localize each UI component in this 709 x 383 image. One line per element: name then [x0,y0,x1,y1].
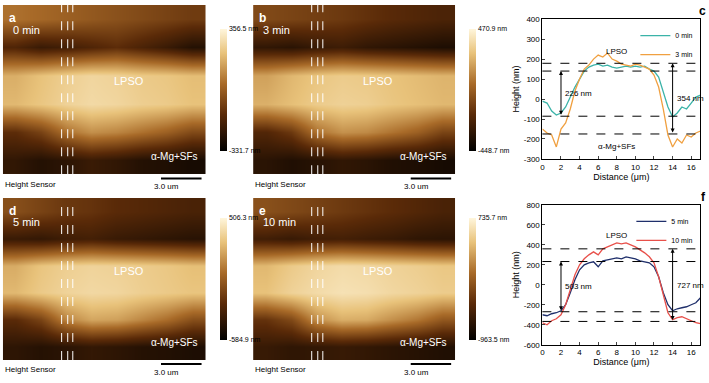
svg-text:300: 300 [526,35,540,44]
svg-text:-963.5 nm: -963.5 nm [478,336,510,343]
svg-text:12: 12 [650,163,659,172]
svg-text:226 nm: 226 nm [565,89,592,98]
svg-text:10: 10 [631,163,640,172]
svg-text:5 min: 5 min [13,216,40,228]
svg-text:503 nm: 503 nm [565,282,592,291]
svg-text:α-Mg+SFs: α-Mg+SFs [400,337,447,348]
svg-text:2: 2 [559,163,564,172]
svg-text:Distance (μm): Distance (μm) [593,172,649,182]
svg-text:-448.7 nm: -448.7 nm [478,147,510,154]
svg-text:6: 6 [596,348,601,357]
svg-text:a: a [9,11,16,25]
svg-text:LPSO: LPSO [606,231,627,240]
svg-text:-200: -200 [524,301,541,310]
svg-text:α-Mg+SFs: α-Mg+SFs [151,151,198,162]
svg-text:Height (nm): Height (nm) [511,251,521,298]
svg-text:Height (nm): Height (nm) [511,66,521,113]
svg-text:-200: -200 [524,135,541,144]
svg-text:354 nm: 354 nm [677,94,704,103]
svg-text:LPSO: LPSO [363,75,393,87]
svg-text:0: 0 [540,348,545,357]
svg-text:12: 12 [650,348,659,357]
svg-text:-100: -100 [524,115,541,124]
svg-text:800: 800 [526,201,540,210]
svg-text:b: b [259,11,266,25]
svg-text:356.5 nm: 356.5 nm [229,25,258,32]
svg-text:4: 4 [577,163,582,172]
svg-text:α-Mg+SFs: α-Mg+SFs [400,151,447,162]
svg-text:400: 400 [526,241,540,250]
svg-text:-584.9 nm: -584.9 nm [229,336,261,343]
svg-text:d: d [9,204,16,218]
svg-text:0: 0 [540,163,545,172]
svg-text:Height Sensor: Height Sensor [5,365,56,374]
svg-text:8: 8 [615,348,620,357]
svg-text:Height Sensor: Height Sensor [255,180,306,189]
svg-text:14: 14 [668,163,677,172]
svg-text:10: 10 [631,348,640,357]
svg-text:α-Mg+SFs: α-Mg+SFs [151,337,198,348]
svg-text:600: 600 [526,221,540,230]
svg-text:e: e [259,204,266,218]
svg-text:0 min: 0 min [675,32,692,39]
svg-text:-331.7 nm: -331.7 nm [229,147,261,154]
svg-text:LPSO: LPSO [114,265,144,277]
svg-text:10 min: 10 min [263,216,296,228]
svg-text:6: 6 [596,163,601,172]
svg-text:LPSO: LPSO [363,265,393,277]
svg-text:506.3 nm: 506.3 nm [229,214,258,221]
svg-text:3 min: 3 min [675,51,692,58]
svg-text:400: 400 [526,15,540,24]
svg-text:14: 14 [668,348,677,357]
svg-text:Height Sensor: Height Sensor [5,180,56,189]
svg-text:2: 2 [559,348,564,357]
svg-text:3.0 um: 3.0 um [404,368,429,377]
svg-text:LPSO: LPSO [606,47,627,56]
svg-text:3 min: 3 min [263,24,290,36]
svg-text:0: 0 [535,281,540,290]
svg-text:3.0 um: 3.0 um [404,182,429,191]
svg-text:8: 8 [615,163,620,172]
svg-text:f: f [701,190,706,204]
svg-text:-300: -300 [524,155,541,164]
svg-text:-600: -600 [524,340,541,349]
svg-text:0 min: 0 min [13,24,40,36]
svg-text:3.0 um: 3.0 um [154,368,179,377]
svg-text:-400: -400 [524,321,541,330]
svg-text:c: c [699,4,706,18]
svg-text:727 nm: 727 nm [677,281,704,290]
svg-text:α-Mg+SFs: α-Mg+SFs [598,142,635,151]
svg-text:200: 200 [526,55,540,64]
svg-text:16: 16 [687,348,696,357]
svg-text:100: 100 [526,75,540,84]
svg-text:470.9 nm: 470.9 nm [478,25,507,32]
svg-text:Height Sensor: Height Sensor [255,365,306,374]
svg-text:3.0 um: 3.0 um [154,182,179,191]
svg-text:LPSO: LPSO [114,75,144,87]
svg-text:0: 0 [535,95,540,104]
svg-text:Distance (μm): Distance (μm) [593,357,649,367]
svg-text:200: 200 [526,261,540,270]
svg-text:16: 16 [687,163,696,172]
svg-text:4: 4 [577,348,582,357]
svg-text:10 min: 10 min [671,237,692,244]
svg-text:5 min: 5 min [671,218,688,225]
svg-text:735.7 nm: 735.7 nm [478,214,507,221]
